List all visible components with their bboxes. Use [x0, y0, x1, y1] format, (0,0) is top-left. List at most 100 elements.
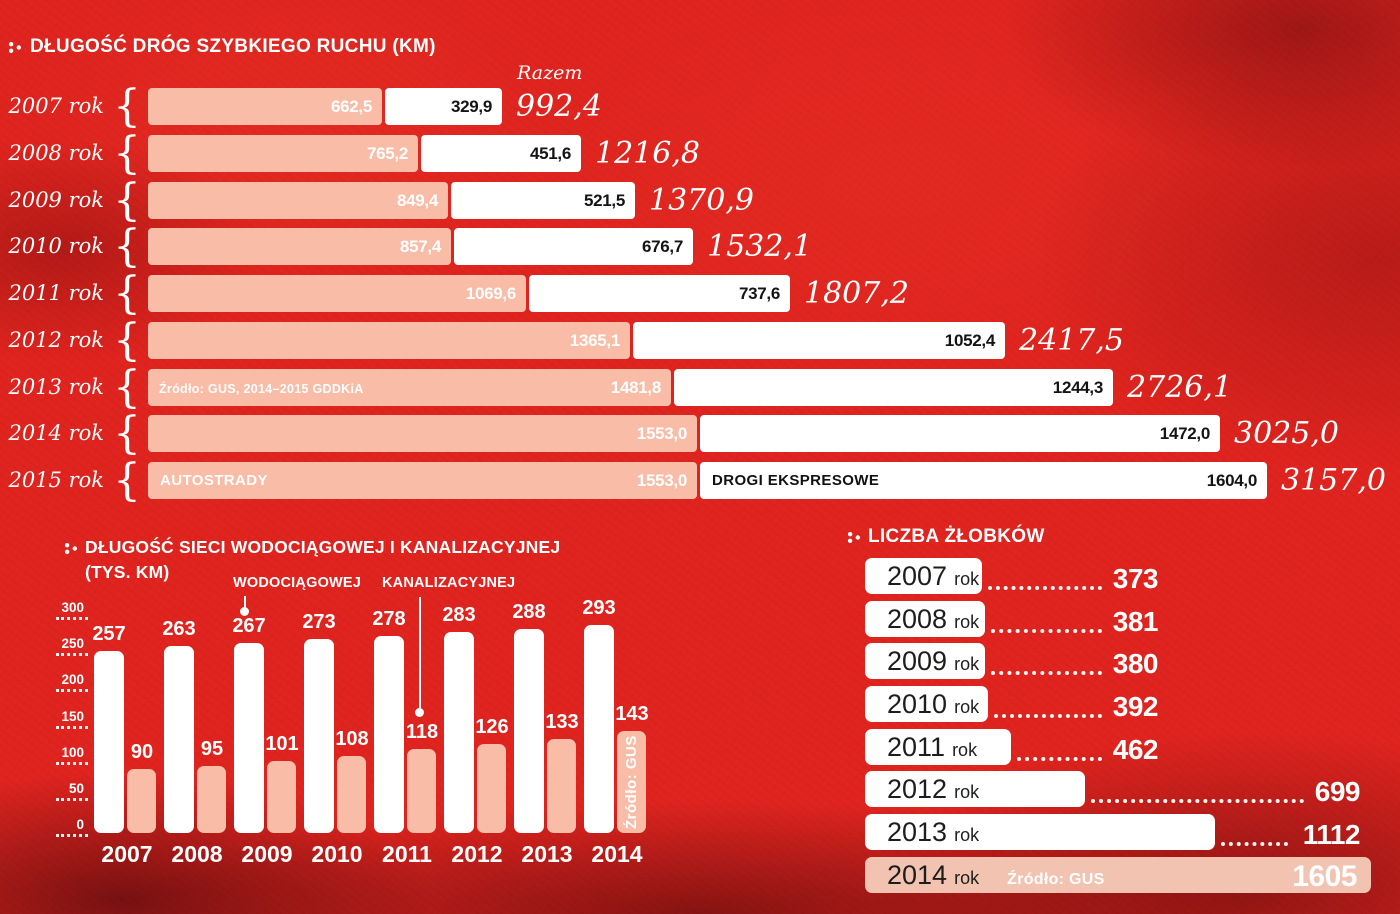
zlobki-value: 381	[1112, 606, 1159, 637]
section-bullet-icon	[847, 530, 861, 545]
networks-ytick-dotted-line	[56, 834, 88, 837]
networks-xtick-label: 2011	[382, 841, 432, 867]
networks-ytick-label: 0	[76, 817, 84, 832]
zlobki-rok-label: rok	[952, 740, 978, 760]
networks-value-kanalizacyjna: 101	[265, 733, 299, 755]
roads-total-value: 1216,8	[595, 136, 700, 171]
zlobki-rok-label: rok	[954, 569, 980, 589]
networks-ytick-dotted-line	[56, 653, 88, 656]
zlobki-year-label: 2009 rok	[887, 643, 979, 679]
zlobki-value: 1605	[1292, 860, 1357, 893]
networks-ytick-dotted-line	[56, 726, 88, 729]
brace-decoration: {	[113, 362, 141, 413]
roads-series-label-autostrady: AUTOSTRADY	[160, 472, 268, 489]
zlobki-value: 392	[1112, 691, 1159, 722]
roads-bar-autostrady: 662,5	[148, 88, 382, 125]
roads-value-ekspresowe: 1052,4	[944, 331, 996, 350]
roads-value-autostrady: 1365,1	[569, 331, 621, 350]
roads-bar-autostrady: 857,4	[148, 228, 451, 265]
networks-ytick-dotted-line	[56, 617, 88, 620]
zlobki-bar: 2013 rok	[865, 814, 1215, 850]
roads-year-label: 2014 rok	[8, 421, 104, 445]
roads-total-value: 3025,0	[1234, 416, 1339, 451]
roads-bar-autostrady: Źródło: GUS, 2014–2015 GDDKiA 1481,8	[148, 369, 671, 406]
roads-bar-autostrady: 765,2	[148, 135, 418, 172]
zlobki-year-label: 2008 rok	[887, 601, 979, 637]
section-bullet-icon	[8, 40, 22, 55]
zlobki-value: 1112	[1302, 819, 1361, 850]
zlobki-year: 2009	[887, 646, 948, 676]
networks-bar-wodociagowa	[514, 629, 544, 833]
legend-pointer-line	[244, 596, 246, 608]
brace-decoration: {	[113, 408, 141, 459]
roads-bar-ekspresowe: 676,7	[454, 228, 693, 265]
networks-xtick-label: 2009	[241, 841, 293, 867]
roads-year-label: 2011 rok	[8, 281, 104, 305]
networks-bar-wodociagowa	[234, 643, 264, 833]
networks-value-kanalizacyjna: 108	[335, 728, 369, 750]
networks-value-kanalizacyjna: 143	[615, 703, 649, 725]
networks-ytick-label: 300	[61, 600, 84, 615]
zlobki-dotted-leader	[991, 671, 1102, 675]
zlobki-value: 699	[1314, 776, 1361, 807]
section-bullet-icon	[64, 541, 78, 556]
roads-bar-ekspresowe: 1244,3	[674, 369, 1113, 406]
networks-bar-wodociagowa	[584, 625, 614, 833]
networks-value-wodociagowa: 293	[582, 597, 616, 619]
zlobki-rok-label: rok	[954, 697, 980, 717]
networks-ytick-dotted-line	[56, 798, 88, 801]
roads-value-ekspresowe: 1472,0	[1159, 424, 1211, 443]
networks-bar-kanalizacyjna	[197, 766, 226, 833]
zlobki-year-label: 2014 rok Źródło: GUS	[887, 857, 1105, 893]
brace-decoration: {	[113, 175, 141, 226]
roads-total-value: 2417,5	[1019, 323, 1124, 358]
roads-total-value: 3157,0	[1281, 463, 1386, 498]
networks-value-wodociagowa: 283	[442, 604, 476, 626]
zlobki-year-label: 2012 rok	[887, 771, 979, 807]
roads-bar-ekspresowe: 451,6	[421, 135, 581, 172]
zlobki-dotted-leader	[1091, 799, 1304, 803]
networks-xtick-label: 2014	[591, 841, 643, 867]
roads-row: 2009 rok {849,4 521,5 1370,9	[0, 175, 1400, 226]
zlobki-bar: 2008 rok	[865, 601, 985, 637]
networks-chart-title-line1: DŁUGOŚĆ SIECI WODOCIĄGOWEJ I KANALIZACYJ…	[85, 537, 561, 557]
zlobki-year: 2014	[887, 860, 948, 890]
roads-value-ekspresowe: 676,7	[641, 237, 683, 256]
zlobki-year-label: 2013 rok	[887, 814, 979, 850]
roads-series-label-ekspresowe: DROGI EKSPRESOWE	[712, 472, 880, 489]
roads-value-autostrady: 1069,6	[465, 284, 517, 303]
zlobki-chart-title: LICZBA ŻŁOBKÓW	[868, 526, 1045, 547]
roads-value-ekspresowe: 521,5	[583, 191, 625, 210]
roads-year-label: 2009 rok	[8, 188, 104, 212]
zlobki-rok-label: rok	[954, 868, 980, 888]
zlobki-dotted-leader	[994, 714, 1102, 718]
roads-row: 2007 rok {662,5 329,9 992,4	[0, 81, 1400, 132]
networks-bar-kanalizacyjna	[477, 744, 506, 833]
roads-total-value: 1807,2	[804, 276, 909, 311]
roads-value-ekspresowe: 737,6	[738, 284, 780, 303]
roads-bar-ekspresowe: 521,5	[451, 182, 635, 219]
networks-value-kanalizacyjna: 126	[475, 716, 509, 738]
roads-row: 2013 rok {Źródło: GUS, 2014–2015 GDDKiA 14…	[0, 362, 1400, 413]
networks-chart-plot: 300 250 200 150 100 50 0 257 90 2007 263 95 2008 267 1…	[0, 0, 720, 867]
roads-source-note: Źródło: GUS, 2014–2015 GDDKiA	[159, 382, 364, 396]
networks-bar-kanalizacyjna	[547, 739, 576, 833]
legend-pointer-dot	[415, 708, 424, 717]
zlobki-year: 2011	[887, 732, 946, 762]
roads-value-ekspresowe: 1244,3	[1052, 378, 1104, 397]
roads-chart-title: DŁUGOŚĆ DRÓG SZYBKIEGO RUCHU (KM)	[30, 36, 436, 57]
roads-bar-ekspresowe: 329,9	[385, 88, 502, 125]
roads-value-autostrady: 849,4	[396, 191, 438, 210]
zlobki-bar: 2011 rok	[865, 729, 1011, 765]
roads-total-value: 992,4	[516, 89, 602, 124]
networks-bar-wodociagowa	[374, 636, 404, 833]
zlobki-year: 2008	[887, 604, 948, 634]
networks-ytick-label: 200	[61, 672, 84, 687]
zlobki-year-label: 2007 rok	[887, 558, 979, 594]
roads-total-column-label: Razem	[517, 62, 583, 84]
roads-value-ekspresowe: 451,6	[529, 144, 571, 163]
roads-bar-ekspresowe: 737,6	[529, 275, 790, 312]
brace-decoration: {	[113, 221, 141, 272]
networks-value-wodociagowa: 273	[302, 611, 336, 633]
networks-ytick-label: 150	[61, 709, 84, 724]
